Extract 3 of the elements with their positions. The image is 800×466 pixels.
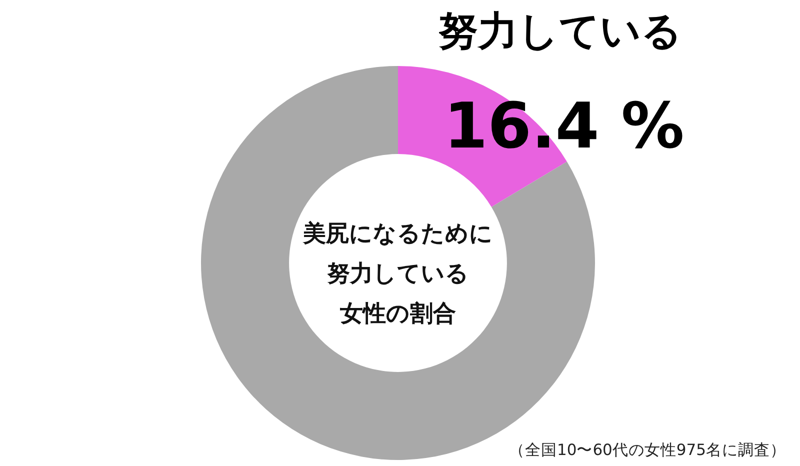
- category-label: 努力している: [438, 8, 682, 54]
- title: 美尻になるために努力している女性の割合: [303, 221, 493, 327]
- annotation: （全国10〜60代の女性975名に調査）: [508, 441, 786, 459]
